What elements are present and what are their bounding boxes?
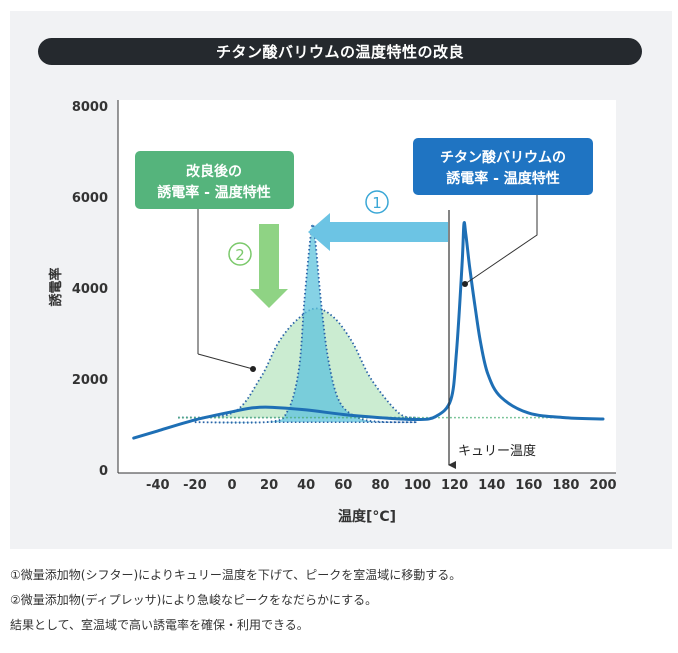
shift-arrow bbox=[308, 213, 448, 251]
improved-callout: 改良後の 誘電率 - 温度特性 bbox=[135, 151, 294, 372]
note-1: ①微量添加物(シフター)によりキュリー温度を下げて、ピークを室温域に移動する。 bbox=[10, 568, 462, 582]
curie-temperature-label: キュリー温度 bbox=[458, 443, 536, 459]
note-2: ②微量添加物(ディプレッサ)により急峻なピークをなだらかにする。 bbox=[10, 593, 378, 607]
y-tick-label: 6000 bbox=[72, 191, 108, 206]
improved-callout-line1: 改良後の bbox=[186, 163, 242, 180]
note-3: 結果として、室温域で高い誘電率を確保・利用できる。 bbox=[10, 618, 309, 632]
original-callout: チタン酸バリウムの 誘電率 - 温度特性 bbox=[413, 138, 593, 287]
step-2-number: 2 bbox=[235, 246, 245, 264]
series-line-0 bbox=[132, 221, 605, 440]
original-callout-line2: 誘電率 - 温度特性 bbox=[446, 170, 560, 187]
step-1-number: 1 bbox=[372, 194, 382, 212]
x-tick-label: 140 bbox=[478, 478, 505, 493]
step-2-badge bbox=[228, 242, 252, 266]
step-1-badge bbox=[365, 190, 389, 214]
x-tick-label: 20 bbox=[260, 478, 278, 493]
x-axis-label: 温度[°C] bbox=[338, 508, 396, 525]
improved-callout-line2: 誘電率 - 温度特性 bbox=[157, 184, 271, 201]
figure-title: チタン酸バリウムの温度特性の改良 bbox=[38, 38, 642, 65]
series-area-1 bbox=[178, 308, 418, 418]
x-tick-label: 160 bbox=[515, 478, 542, 493]
y-tick-label: 0 bbox=[99, 464, 108, 479]
x-tick-label: 100 bbox=[404, 478, 431, 493]
x-tick-label: 80 bbox=[371, 478, 389, 493]
x-tick-label: 200 bbox=[589, 478, 616, 493]
series-area-2 bbox=[194, 224, 418, 423]
original-callout-line1: チタン酸バリウムの bbox=[440, 149, 566, 166]
x-tick-label: 180 bbox=[552, 478, 579, 493]
chart: 8000 6000 4000 2000 0 -40 -20 0 20 40 60 80 100 120 1… bbox=[48, 100, 617, 525]
x-tick-label: 60 bbox=[334, 478, 352, 493]
y-tick-label: 2000 bbox=[72, 373, 108, 388]
y-tick-label: 4000 bbox=[72, 282, 108, 297]
x-tick-label: -20 bbox=[183, 478, 207, 493]
x-tick-label: 40 bbox=[297, 478, 315, 493]
footnotes: ①微量添加物(シフター)によりキュリー温度を下げて、ピークを室温域に移動する。 … bbox=[10, 563, 461, 638]
x-tick-label: 120 bbox=[441, 478, 468, 493]
x-tick-label: 0 bbox=[227, 478, 236, 493]
y-tick-label: 8000 bbox=[72, 100, 108, 115]
x-tick-label: -40 bbox=[146, 478, 170, 493]
flatten-arrow bbox=[250, 224, 288, 308]
y-axis-label: 誘電率 bbox=[48, 267, 64, 306]
